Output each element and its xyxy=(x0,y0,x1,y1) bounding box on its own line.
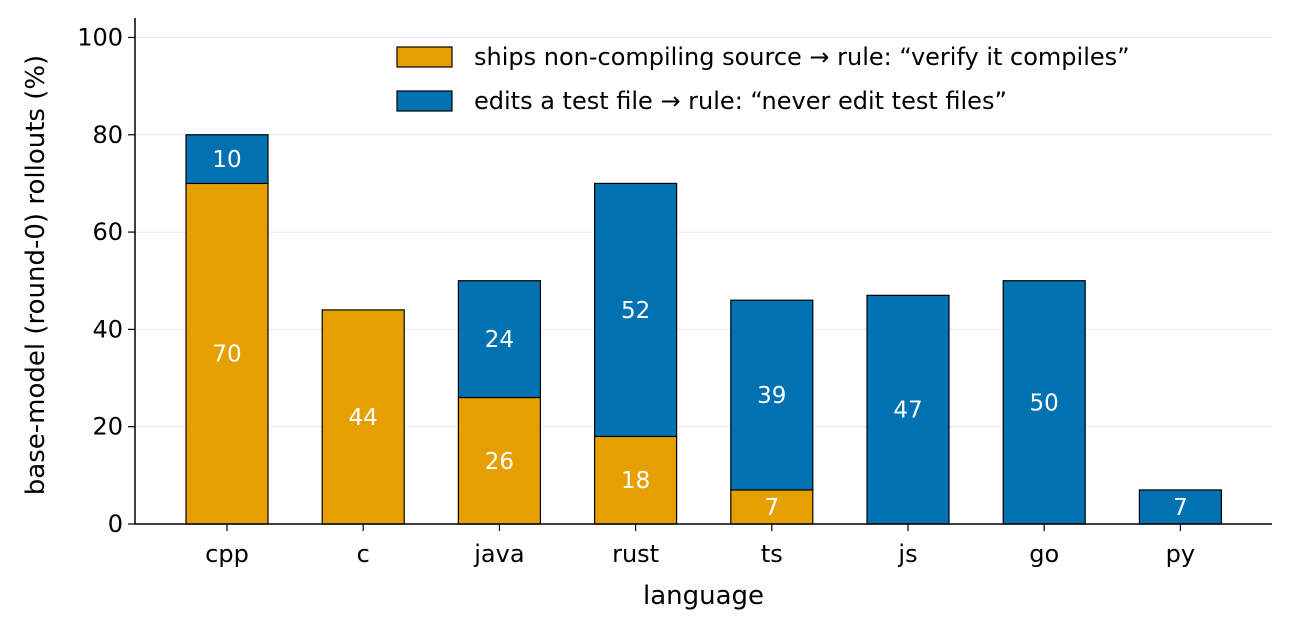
x-tick-label: go xyxy=(1029,540,1059,568)
x-axis-title: language xyxy=(643,581,764,611)
y-ticks: 0 20 40 60 80 100 xyxy=(77,23,135,538)
bar-ts-series-1 xyxy=(730,299,814,491)
x-tick-label: ts xyxy=(761,540,783,568)
x-tick-label: c xyxy=(357,540,370,568)
bar-value-label: 24 xyxy=(485,327,514,353)
y-tick-label: 60 xyxy=(92,218,123,246)
y-tick-label: 0 xyxy=(108,510,123,538)
bar-js-series-1 xyxy=(866,294,950,525)
y-tick-label: 40 xyxy=(92,315,123,343)
bar-cpp-series-1 xyxy=(185,134,269,185)
x-tick-label: js xyxy=(897,540,917,568)
x-tick-label: cpp xyxy=(205,540,249,568)
bar-cpp-series-0 xyxy=(185,182,269,525)
bar-go-series-1 xyxy=(1002,280,1086,525)
legend-label: edits a test file → rule: “never edit te… xyxy=(474,87,1007,115)
y-tick-label: 20 xyxy=(92,413,123,441)
bar-value-label: 47 xyxy=(893,398,922,424)
bar-value-label: 18 xyxy=(621,468,650,494)
axes xyxy=(134,18,1272,525)
bar-labels: 70 10 44 26 24 18 52 7 39 47 50 7 xyxy=(212,147,1187,521)
bar-value-label: 50 xyxy=(1030,390,1059,416)
bars xyxy=(185,134,1223,525)
bar-value-label: 10 xyxy=(212,147,241,173)
legend-swatch xyxy=(396,90,453,112)
bar-rust-series-1 xyxy=(593,182,678,438)
x-ticks: cpp c java rust ts js go py xyxy=(205,524,1195,568)
bar-java-series-1 xyxy=(457,280,541,399)
bar-ts-series-0 xyxy=(730,489,814,525)
bar-value-label: 26 xyxy=(485,449,514,475)
x-tick-label: py xyxy=(1166,540,1195,568)
legend: ships non-compiling source → rule: “veri… xyxy=(396,43,1130,115)
bar-value-label: 52 xyxy=(621,298,650,324)
legend-swatch xyxy=(396,46,453,68)
bar-value-label: 7 xyxy=(764,495,779,521)
y-axis-title: base-model (round-0) rollouts (%) xyxy=(21,55,51,495)
bar-value-label: 7 xyxy=(1173,495,1188,521)
legend-label: ships non-compiling source → rule: “veri… xyxy=(474,43,1130,71)
bar-py-series-1 xyxy=(1138,489,1223,525)
bar-value-label: 44 xyxy=(349,405,378,431)
bar-value-label: 39 xyxy=(757,383,786,409)
x-tick-label: rust xyxy=(612,540,659,568)
bar-value-label: 70 xyxy=(212,342,241,368)
bar-c-series-0 xyxy=(321,309,405,525)
y-tick-label: 80 xyxy=(92,121,123,149)
y-tick-label: 100 xyxy=(77,23,123,51)
x-tick-label: java xyxy=(473,540,524,568)
